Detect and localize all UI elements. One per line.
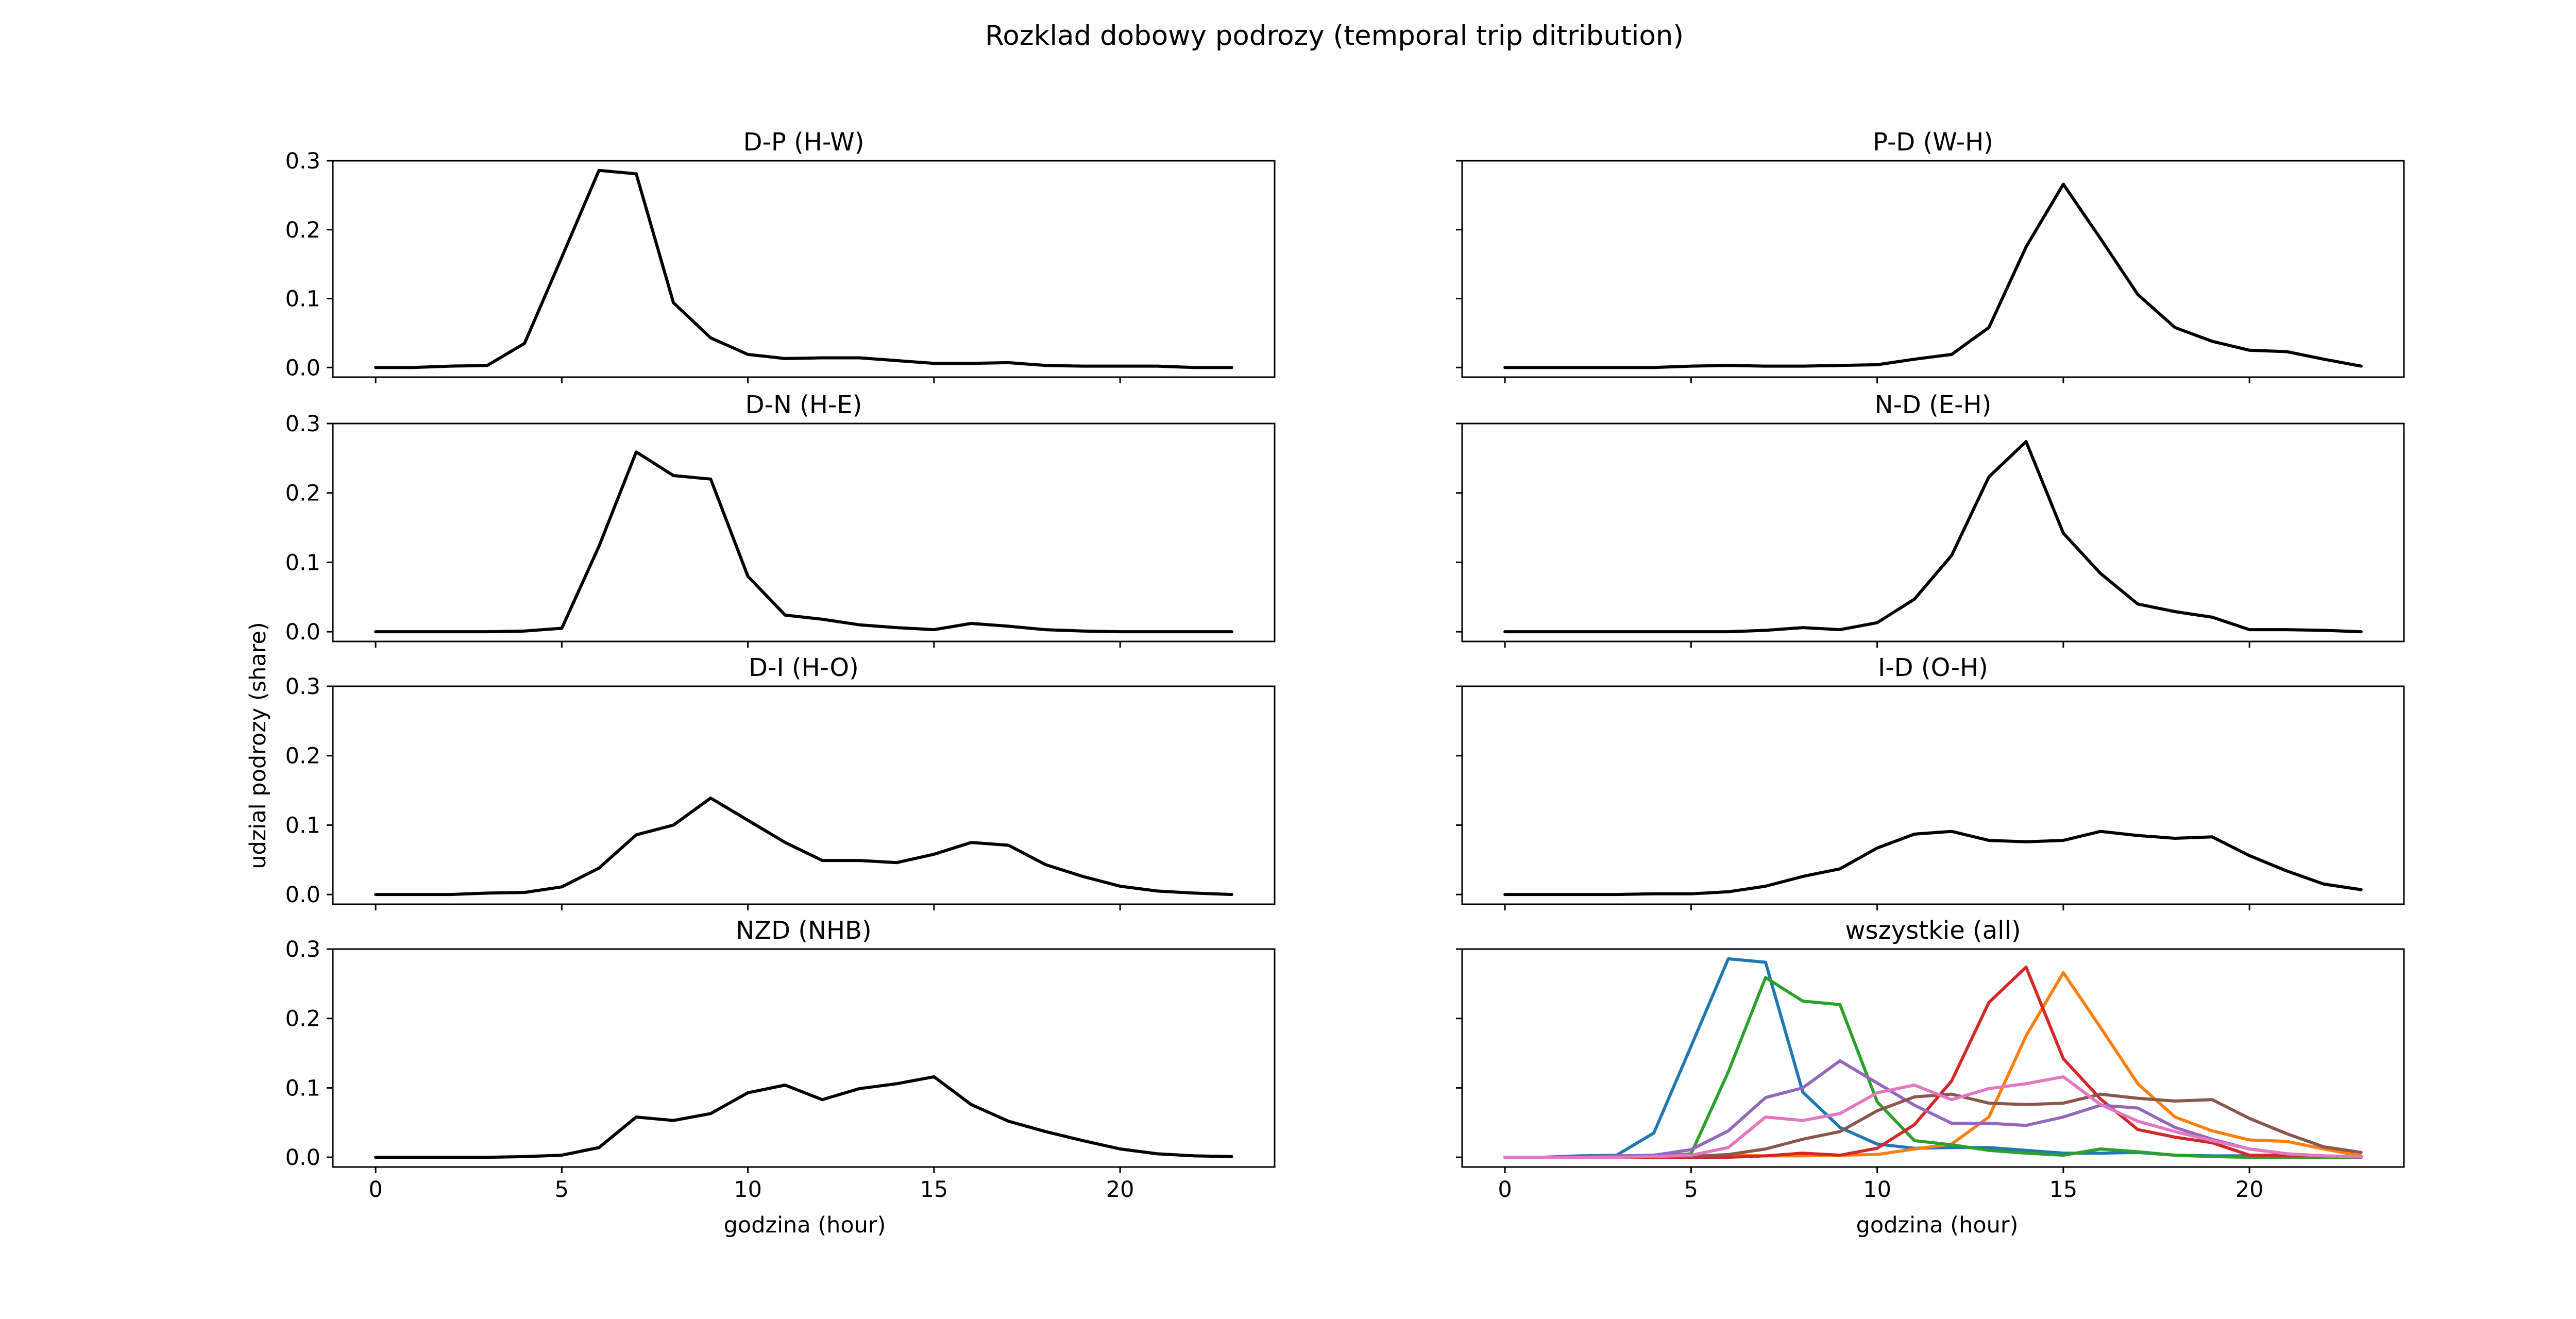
x-tick-label: 0 <box>368 1177 382 1203</box>
subplot-title: I-D (O-H) <box>1878 653 1988 682</box>
y-tick-label: 0.3 <box>285 674 320 700</box>
axes-frame <box>1461 422 2405 642</box>
y-tick-label: 0.2 <box>285 743 320 769</box>
axes-frame <box>332 948 1276 1168</box>
subplot: wszystkie (all) 0 5 10 15 20 <box>1456 916 2405 1203</box>
subplot-title: wszystkie (all) <box>1845 916 2021 945</box>
y-tick-label: 0.3 <box>285 148 320 174</box>
subplot-title: D-I (H-O) <box>749 653 859 682</box>
series-line <box>374 796 1233 897</box>
figure-suptitle: Rozklad dobowy podrozy (temporal trip di… <box>985 20 1684 52</box>
subplot-title: D-N (H-E) <box>745 391 862 419</box>
subplot: I-D (O-H) <box>1456 653 2405 910</box>
series-line <box>1503 440 2363 634</box>
series-line <box>1503 1075 2363 1159</box>
y-tick-label: 0.2 <box>285 217 320 243</box>
y-tick-label: 0.1 <box>285 1075 320 1101</box>
axes-frame <box>1461 685 2405 905</box>
subplot: P-D (W-H) <box>1456 128 2405 383</box>
subplot-title: N-D (E-H) <box>1875 391 1992 419</box>
y-tick-label: 0.2 <box>285 1006 320 1032</box>
series-line <box>374 1075 1233 1159</box>
y-tick-label: 0.3 <box>285 937 320 962</box>
subplot-title: P-D (W-H) <box>1873 128 1993 157</box>
x-tick-label: 15 <box>920 1177 948 1203</box>
axes-frame <box>1461 948 2405 1168</box>
x-tick-label: 20 <box>1106 1177 1134 1203</box>
series-line <box>374 450 1233 634</box>
y-tick-label: 0.1 <box>285 550 320 576</box>
subplot-title: D-P (H-W) <box>743 128 865 157</box>
axes-frame <box>332 160 1276 378</box>
y-axis-label: udzial podrozy (share) <box>245 622 271 869</box>
axes-frame <box>1461 160 2405 378</box>
axes-frame <box>332 422 1276 642</box>
series-line <box>374 168 1233 369</box>
y-tick-label: 0.2 <box>285 481 320 506</box>
x-tick-label: 20 <box>2235 1177 2264 1203</box>
y-tick-label: 0.0 <box>285 1145 320 1171</box>
x-axis-label-left: godzina (hour) <box>724 1212 886 1238</box>
y-tick-label: 0.0 <box>285 355 320 381</box>
x-axis-label-right: godzina (hour) <box>1856 1212 2019 1238</box>
x-tick-label: 5 <box>555 1177 569 1203</box>
y-tick-label: 0.0 <box>285 882 320 908</box>
subplot: D-P (H-W) 0.0 0.1 0.2 0.3 <box>285 128 1276 383</box>
x-tick-label: 15 <box>2049 1177 2078 1203</box>
x-tick-label: 0 <box>1498 1177 1512 1203</box>
subplot: NZD (NHB) 0.0 0.1 0.2 0.3 0 5 10 15 20 <box>285 916 1276 1203</box>
subplot: D-I (H-O) 0.0 0.1 0.2 0.3 <box>285 653 1276 910</box>
x-tick-label: 5 <box>1684 1177 1698 1203</box>
y-tick-label: 0.3 <box>285 411 320 437</box>
subplot: N-D (E-H) <box>1456 391 2405 648</box>
y-tick-label: 0.1 <box>285 813 320 838</box>
y-tick-label: 0.1 <box>285 286 320 312</box>
y-tick-label: 0.0 <box>285 619 320 645</box>
x-tick-label: 10 <box>1863 1177 1891 1203</box>
subplot: D-N (H-E) 0.0 0.1 0.2 0.3 <box>285 391 1276 648</box>
x-tick-label: 10 <box>734 1177 762 1203</box>
series-line <box>1503 182 2363 369</box>
subplot-title: NZD (NHB) <box>736 916 871 945</box>
axes-frame <box>332 685 1276 905</box>
series-line <box>1503 830 2363 897</box>
